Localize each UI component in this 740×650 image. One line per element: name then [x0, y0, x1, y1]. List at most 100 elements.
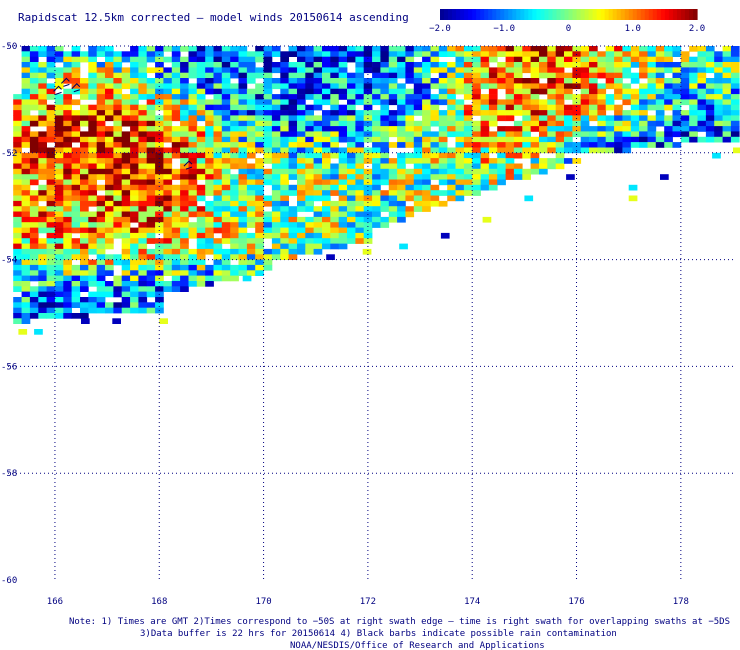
heatmap-cell — [480, 174, 490, 180]
heatmap-cell — [63, 195, 72, 202]
heatmap-cell — [63, 115, 72, 122]
heatmap-cell — [380, 94, 390, 100]
heatmap-cell — [205, 163, 214, 170]
heatmap-cell — [63, 297, 72, 303]
heatmap-cell — [438, 126, 448, 132]
heatmap-cell — [513, 163, 523, 170]
heatmap-cell — [63, 99, 72, 106]
heatmap-cell — [155, 222, 164, 228]
heatmap-cell — [372, 110, 381, 116]
heatmap-cell — [146, 174, 156, 180]
heatmap-cell — [330, 56, 339, 63]
heatmap-cell — [54, 206, 64, 212]
heatmap-cell — [246, 232, 256, 239]
heatmap-cell — [330, 104, 339, 111]
heatmap-cell — [46, 163, 56, 170]
heatmap-cell — [63, 286, 72, 292]
heatmap-cell — [155, 94, 164, 100]
heatmap-cell — [572, 158, 582, 164]
heatmap-cell — [630, 142, 640, 148]
heatmap-cell — [664, 136, 673, 143]
heatmap-cell — [589, 67, 598, 74]
heatmap-cell — [238, 184, 248, 191]
heatmap-cell — [580, 131, 590, 138]
heatmap-cell — [188, 115, 198, 122]
heatmap-cell — [322, 227, 331, 234]
heatmap-cell — [221, 216, 231, 223]
heatmap-cell — [21, 120, 31, 127]
heatmap-cell — [697, 126, 707, 132]
heatmap-cell — [422, 88, 431, 95]
heatmap-cell — [338, 184, 348, 191]
heatmap-cell — [105, 62, 114, 68]
heatmap-cell — [163, 227, 173, 234]
heatmap-cell — [271, 51, 281, 57]
heatmap-cell — [305, 238, 314, 244]
heatmap-cell — [213, 51, 223, 57]
heatmap-cell — [63, 238, 72, 244]
heatmap-cell — [29, 158, 39, 164]
heatmap-cell — [388, 158, 398, 164]
heatmap-cell — [271, 78, 281, 84]
heatmap-cell — [71, 248, 81, 255]
heatmap-cell — [230, 211, 239, 218]
heatmap-cell — [221, 56, 231, 63]
heatmap-cell — [71, 190, 81, 196]
heatmap-cell — [447, 88, 456, 95]
heatmap-cell — [213, 147, 223, 154]
heatmap-cell — [363, 174, 373, 180]
colorbar-segment — [556, 9, 562, 20]
heatmap-cell — [305, 216, 314, 223]
heatmap-cell — [363, 104, 373, 111]
heatmap-cell — [305, 72, 314, 79]
heatmap-cell — [722, 120, 732, 127]
heatmap-cell — [438, 179, 448, 186]
heatmap-cell — [238, 238, 248, 244]
heatmap-cell — [355, 99, 365, 106]
heatmap-cell — [438, 158, 448, 164]
heatmap-cell — [513, 174, 523, 180]
heatmap-cell — [105, 211, 114, 218]
heatmap-cell — [146, 46, 156, 52]
heatmap-cell — [105, 147, 114, 154]
heatmap-cell — [422, 200, 431, 207]
heatmap-cell — [288, 190, 298, 196]
heatmap-cell — [413, 136, 423, 143]
heatmap-cell — [130, 94, 139, 100]
heatmap-cell — [63, 190, 72, 196]
heatmap-cell — [297, 72, 306, 79]
heatmap-cell — [29, 88, 39, 95]
heatmap-cell — [155, 62, 164, 68]
heatmap-cell — [330, 152, 339, 159]
heatmap-cell — [297, 142, 306, 148]
heatmap-cell — [130, 195, 139, 202]
heatmap-cell — [355, 168, 365, 175]
heatmap-cell — [246, 238, 256, 244]
colorbar-segment — [640, 9, 646, 20]
heatmap-cell — [29, 174, 39, 180]
heatmap-cell — [88, 270, 97, 276]
heatmap-cell — [280, 62, 289, 68]
heatmap-cell — [38, 131, 47, 138]
heatmap-cell — [188, 83, 198, 90]
heatmap-cell — [105, 174, 114, 180]
heatmap-cell — [297, 179, 306, 186]
heatmap-cell — [372, 195, 381, 202]
heatmap-cell — [38, 222, 47, 228]
heatmap-cell — [655, 88, 665, 95]
heatmap-cell — [71, 243, 81, 250]
heatmap-cell — [80, 211, 89, 218]
heatmap-cell — [13, 136, 22, 143]
colorbar-segment — [540, 9, 546, 20]
heatmap-cell — [54, 313, 64, 319]
heatmap-cell — [163, 179, 173, 186]
heatmap-cell — [271, 142, 281, 148]
heatmap-cell — [205, 62, 214, 68]
heatmap-cell — [38, 83, 47, 90]
heatmap-cell — [88, 110, 97, 116]
heatmap-cell — [21, 184, 31, 191]
heatmap-cell — [338, 126, 348, 132]
heatmap-cell — [71, 297, 81, 303]
heatmap-cell — [722, 110, 732, 116]
heatmap-cell — [138, 78, 148, 84]
